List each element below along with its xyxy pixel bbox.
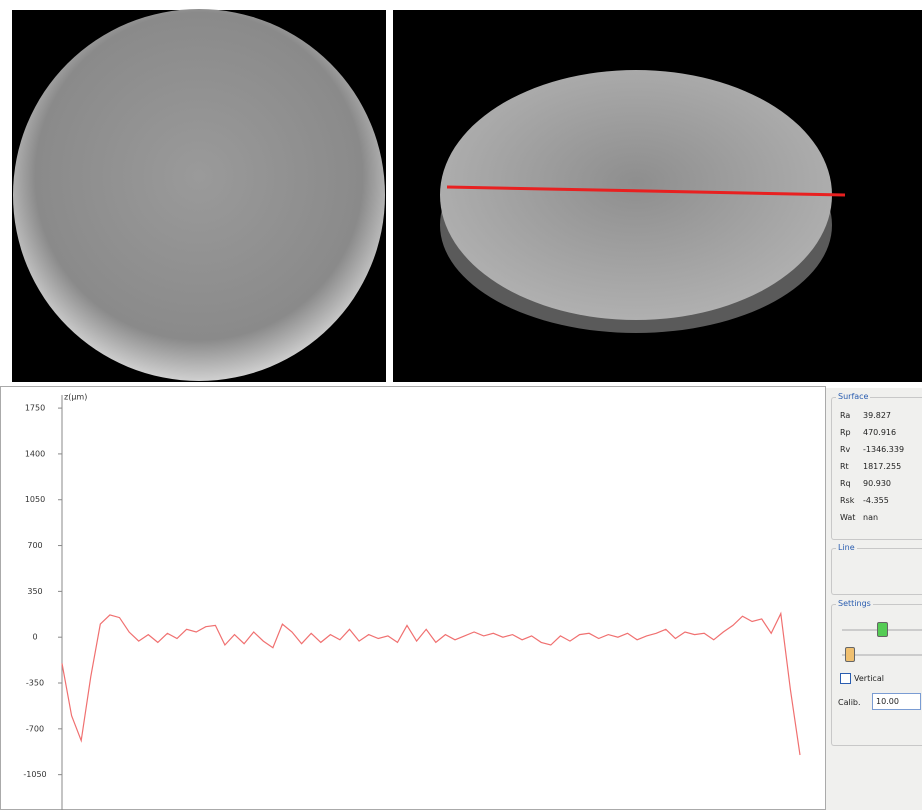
- y-tick-label: -350: [26, 679, 44, 688]
- calib-input[interactable]: 10.00: [872, 693, 921, 710]
- param-value: nan: [863, 513, 878, 522]
- param-name: Rsk: [840, 496, 854, 505]
- param-value: 470.916: [863, 428, 896, 437]
- y-tick-label: 0: [32, 633, 37, 642]
- slider-thumb[interactable]: [845, 647, 855, 662]
- y-tick-label: -700: [26, 724, 44, 733]
- y-tick-label: 1400: [25, 449, 45, 458]
- viewer: z(µm) 1750 1400 1050 700 350 0 -350 -700 -1050: [0, 0, 922, 810]
- y-tick-label: 700: [27, 541, 42, 550]
- param-name: Rq: [840, 479, 851, 488]
- param-value: 1817.255: [863, 462, 901, 471]
- page: z(µm) 1750 1400 1050 700 350 0 -350 -700 -1050 S…: [0, 0, 922, 810]
- checkbox[interactable]: [840, 673, 851, 684]
- param-name: Rp: [840, 428, 851, 437]
- param-name: Rt: [840, 462, 849, 471]
- side-panel: Surface Ra 39.827 Rp 470.916 Rv -1346.339 Rt 18…: [826, 388, 922, 810]
- checkbox-label: Vertical: [854, 674, 884, 683]
- group-title: Settings: [836, 599, 873, 608]
- slider-thumb[interactable]: [877, 622, 888, 637]
- y-tick-label: -1050: [23, 770, 46, 779]
- calib-label: Calib.: [838, 698, 861, 707]
- y-tick-label: 1750: [25, 404, 45, 413]
- param-name: Rv: [840, 445, 850, 454]
- y-tick-label: 1050: [25, 495, 45, 504]
- param-value: -1346.339: [863, 445, 904, 454]
- y-tick-label: 350: [27, 587, 42, 596]
- line-group: Line: [831, 548, 922, 595]
- group-title: Line: [836, 543, 857, 552]
- param-value: -4.355: [863, 496, 889, 505]
- param-name: Ra: [840, 411, 850, 420]
- param-name: Wat: [840, 513, 855, 522]
- param-value: 90.930: [863, 479, 891, 488]
- y-axis-label: z(µm): [64, 393, 87, 402]
- group-title: Surface: [836, 392, 870, 401]
- plot-area: [1, 387, 826, 810]
- settings-group: Settings Vertical Calib. 10.00: [831, 604, 922, 746]
- param-value: 39.827: [863, 411, 891, 420]
- sample-disc: [13, 9, 385, 381]
